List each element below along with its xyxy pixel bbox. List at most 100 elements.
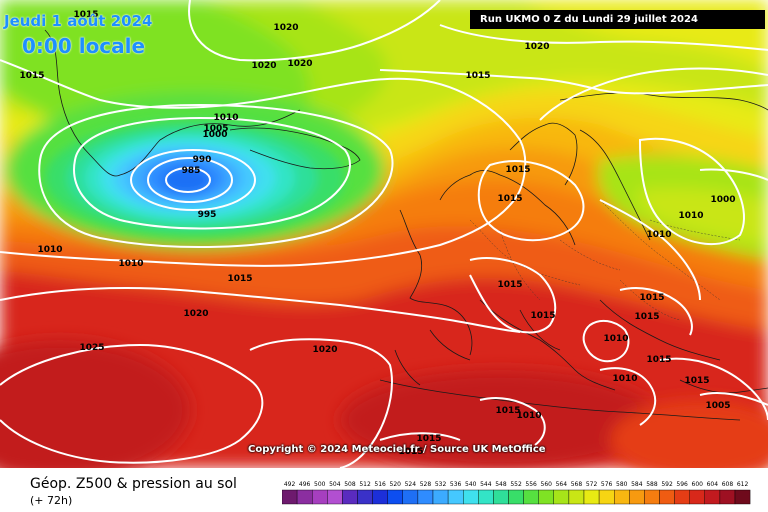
isobar-label: 1015 [639,293,664,303]
isobar-label: 1000 [710,195,735,205]
scale-swatch [553,489,570,505]
scale-tick-label: 524 [405,481,417,488]
scale-swatch [704,489,721,505]
isobars [0,0,768,468]
forecast-time: 0:00 locale [22,34,146,58]
scale-swatch [644,489,660,505]
isobar-label: 1015 [227,274,252,284]
isobar-label: 1010 [516,411,541,421]
scale-swatch [357,489,373,505]
forecast-date: Jeudi 1 août 2024 [4,12,153,30]
scale-swatch [689,489,706,505]
isobar-label: 1010 [213,113,238,123]
scale-tick-label: 600 [692,481,704,488]
scale-swatch [674,489,690,505]
isobar-label: 1015 [495,406,520,416]
forecast-map: 1015 1015 1020 1020 1020 1020 1015 1010 1005 1000… [0,0,768,468]
scale-tick-label: 580 [616,481,628,488]
scale-tick-label: 548 [495,481,507,488]
scale-swatch [598,489,615,505]
scale-tick-label: 528 [420,481,432,488]
scale-tick-label: 520 [390,481,402,488]
isobar-label: 1015 [497,194,522,204]
isobar-label: 1020 [273,23,298,33]
copyright-notice: Copyright © 2024 Meteociel.fr / Source U… [248,444,546,455]
isobar-label: 995 [198,210,217,220]
isobar-label: 1010 [678,211,703,221]
scale-swatch [508,489,524,505]
isobar-label: 1015 [465,71,490,81]
scale-tick-label: 572 [586,481,598,488]
isobar-label: 1010 [612,374,637,384]
isobar-label: 1025 [79,343,104,353]
isobar-label: 1010 [646,230,671,240]
scale-swatch [281,489,298,505]
isobar-label: 1005 [705,401,730,411]
color-scale: 492 496 500 504 508 512 516 520 524 528 532 536 540 5… [281,478,752,508]
isobar-label: 1015 [416,434,441,444]
scale-swatch [659,489,675,505]
scale-tick-label: 568 [571,481,583,488]
isobar-label: 1020 [251,61,276,71]
isobar-label: 1020 [524,42,549,52]
scale-tick-label: 496 [299,481,311,488]
scale-tick-label: 608 [722,481,734,488]
isobar-label: 1020 [312,345,337,355]
map-title: Géop. Z500 & pression au sol [30,476,237,492]
scale-tick-label: 540 [465,481,477,488]
isobar-label: 1015 [505,165,530,175]
isobar-label: 985 [182,166,201,176]
scale-swatch [734,489,751,505]
scale-swatch [583,489,600,505]
scale-tick-label: 612 [737,481,749,488]
isobar-label: 990 [193,155,212,165]
scale-swatch [312,489,328,505]
scale-swatch [327,489,343,505]
scale-swatch [402,489,419,505]
scale-swatch [447,489,464,505]
scale-swatch [372,489,388,505]
scale-tick-label: 552 [510,481,522,488]
scale-swatch [629,489,645,505]
scale-tick-label: 492 [284,481,296,488]
scale-tick-label: 500 [314,481,326,488]
isobar-label: 1000 [202,130,227,140]
scale-tick-label: 588 [646,481,658,488]
isobar-label: 1015 [497,280,522,290]
scale-swatch [523,489,539,505]
scale-swatch [493,489,509,505]
scale-swatch [538,489,555,505]
isobar-label: 1005 [203,124,228,134]
scale-tick-label: 592 [661,481,673,488]
isobar-label: 1015 [646,355,671,365]
scale-swatch [614,489,630,505]
model-run-banner: Run UKMO 0 Z du Lundi 29 juillet 2024 [470,10,765,29]
isobar-label: 1010 [603,334,628,344]
scale-tick-label: 516 [374,481,386,488]
scale-tick-label: 604 [707,481,719,488]
scale-swatch [568,489,585,505]
scale-tick-label: 584 [631,481,643,488]
subtropical-high [0,340,768,468]
scale-swatch [719,489,736,505]
isobar-label: 1015 [530,311,555,321]
scale-tick-label: 532 [435,481,447,488]
scale-tick-label: 512 [359,481,371,488]
scale-tick-label: 596 [676,481,688,488]
isobar-label: 1015 [73,10,98,20]
isobar-label: 1015 [684,376,709,386]
scale-tick-label: 576 [601,481,613,488]
isobar-label: 1015 [398,447,423,457]
scale-tick-label: 564 [556,481,568,488]
isobar-label: 1015 [634,312,659,322]
map-subtitle: (+ 72h) [30,494,73,507]
scale-swatch [462,489,479,505]
low-pressure-core [45,120,345,236]
isobar-label: 1020 [183,309,208,319]
scale-swatch [387,489,403,505]
scale-tick-label: 536 [450,481,462,488]
scale-tick-label: 560 [541,481,553,488]
isobar-label: 1020 [287,59,312,69]
